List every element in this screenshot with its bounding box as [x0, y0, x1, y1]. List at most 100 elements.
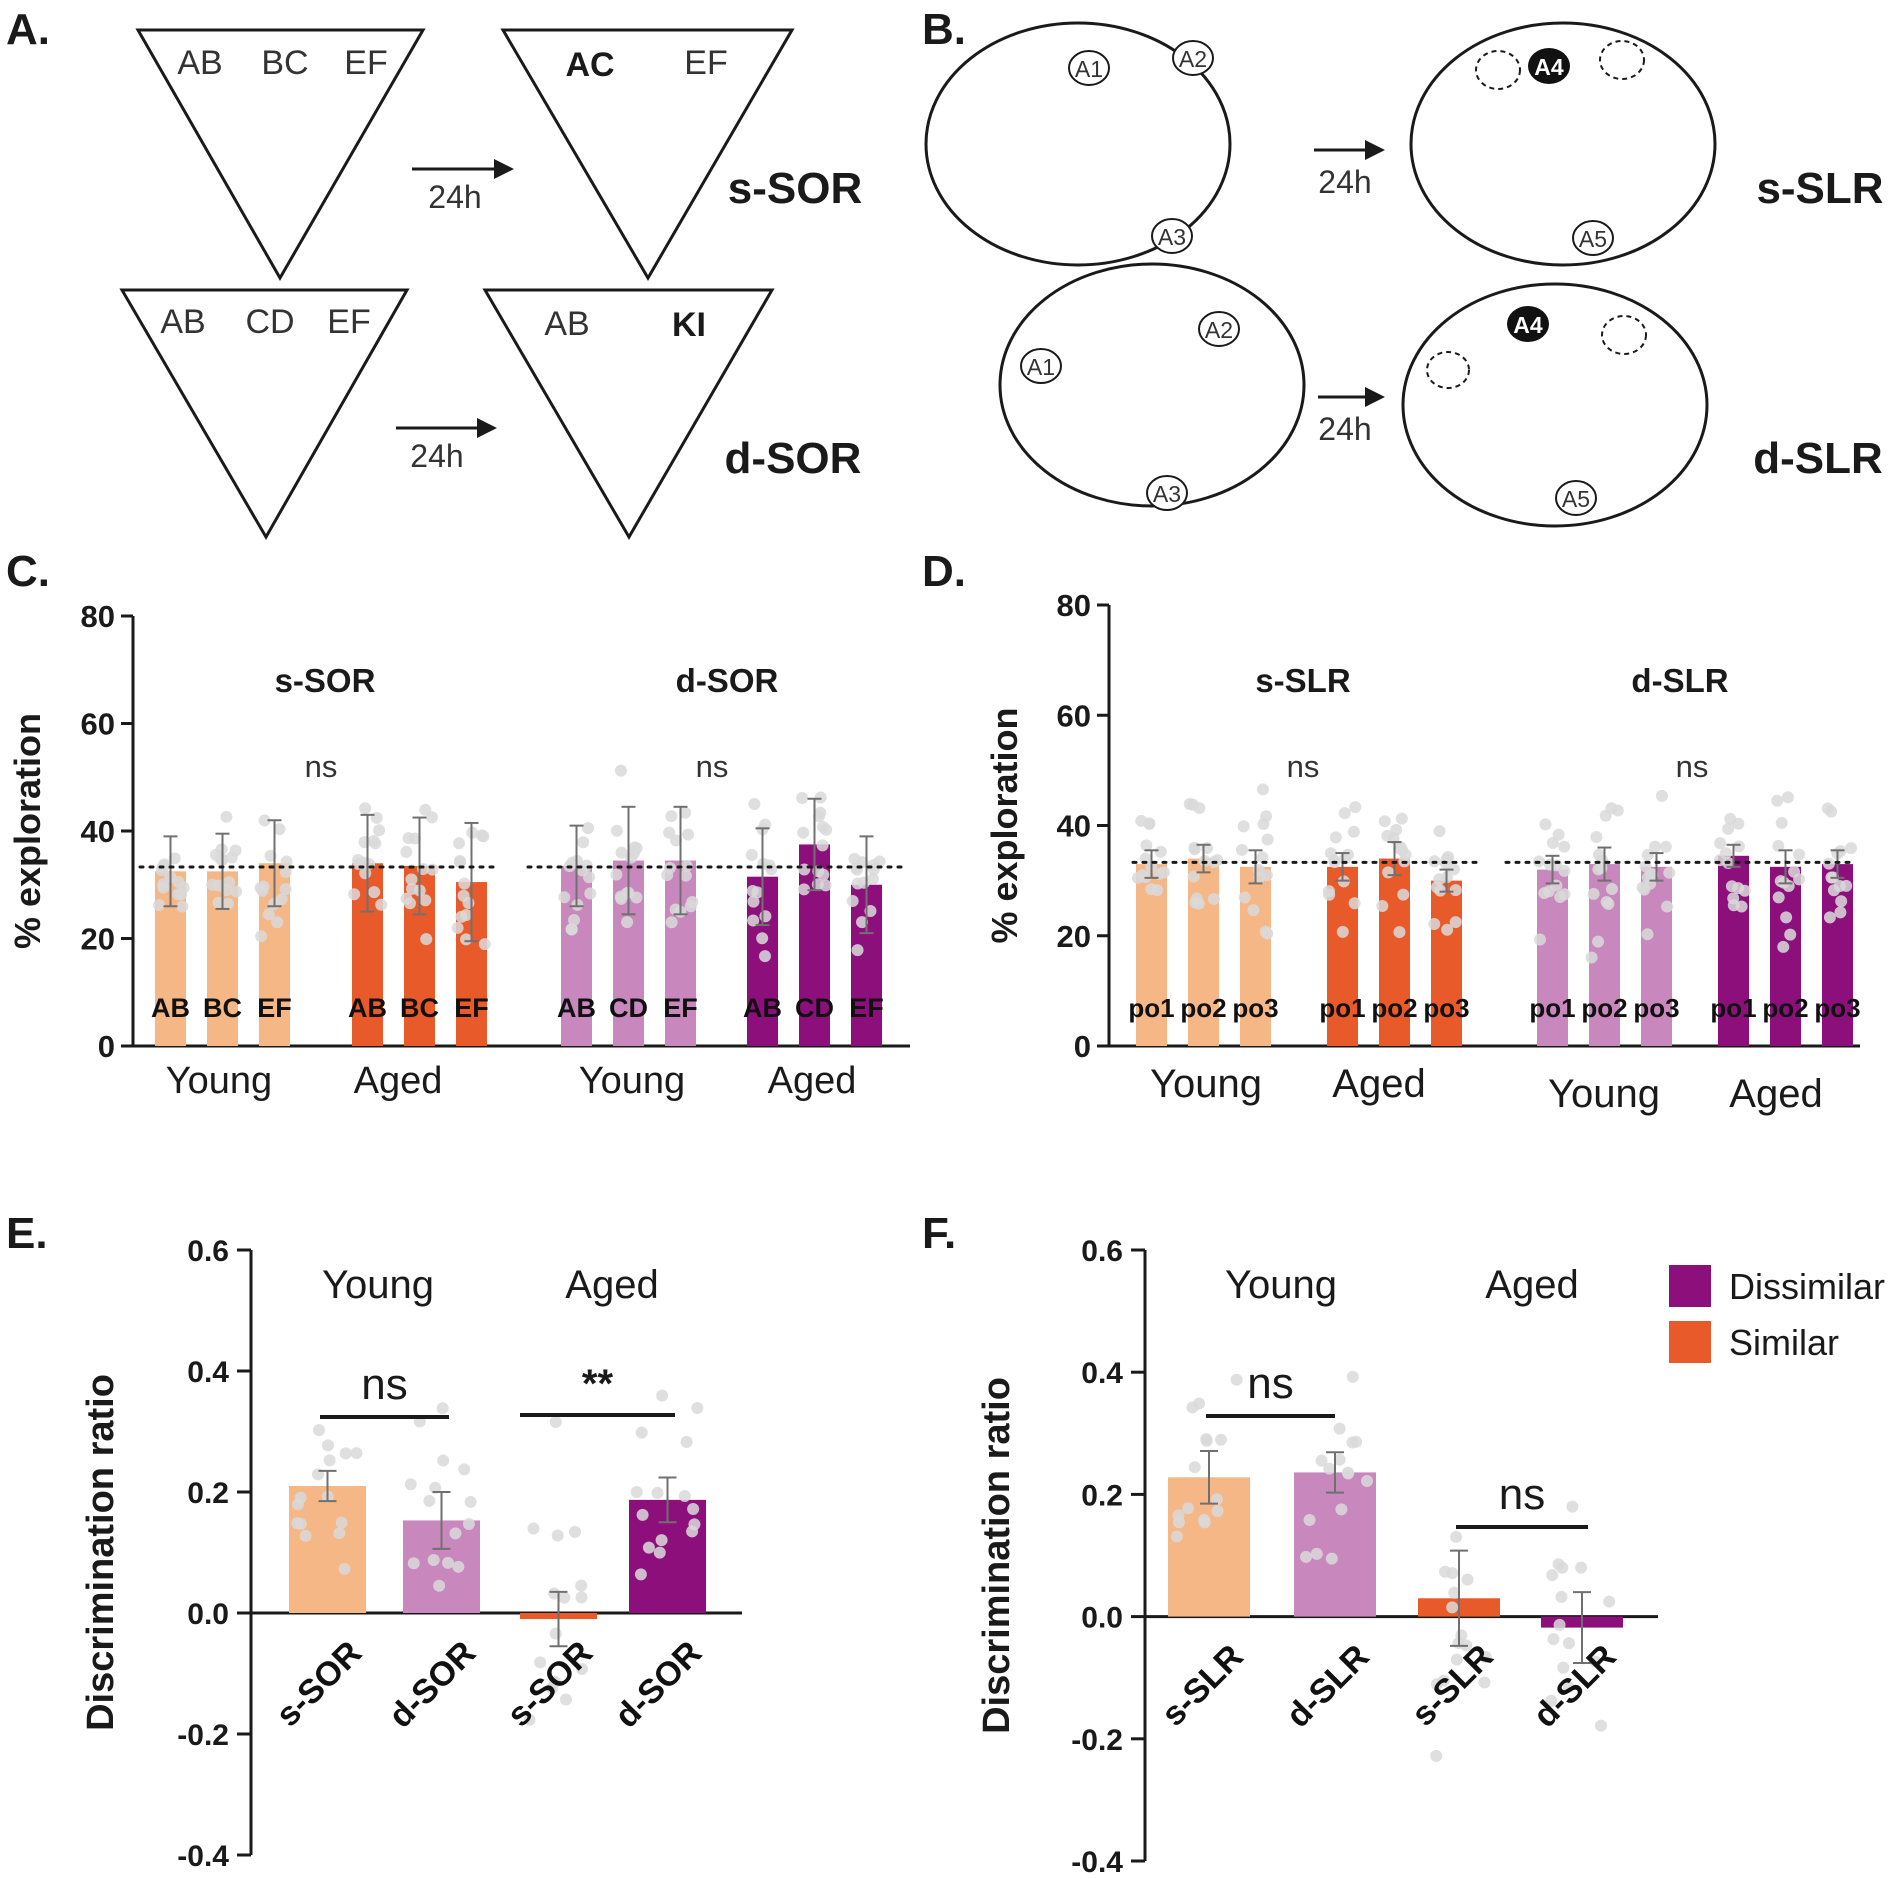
data-point: [1188, 843, 1201, 856]
object-marker: [1151, 218, 1193, 254]
data-point: [1256, 851, 1269, 864]
data-point: [655, 1534, 668, 1547]
data-point: [559, 1693, 572, 1706]
y-axis-label: % exploration: [7, 713, 48, 949]
chart-c-exploration-sor: 0 20 40 60 80 % exploration AB BC EF Young AB BC EF A…: [7, 599, 910, 1102]
group-title: Young: [1225, 1263, 1337, 1307]
circular-arena: [1401, 282, 1709, 528]
data-point: [558, 1591, 571, 1604]
data-point: [548, 1587, 561, 1600]
data-point: [549, 1415, 562, 1428]
data-point: [1575, 1561, 1588, 1574]
data-point: [642, 1541, 655, 1554]
data-point: [1840, 879, 1853, 892]
data-point: [407, 1557, 420, 1570]
data-point: [1261, 833, 1274, 846]
data-point: [280, 855, 293, 868]
bar-label: po3: [1633, 993, 1679, 1023]
object-marker: [1172, 40, 1214, 76]
data-point: [856, 916, 869, 929]
data-point: [1310, 1547, 1323, 1560]
data-point: [255, 930, 268, 943]
y-tick-label: -0.2: [1071, 1724, 1123, 1757]
data-point: [256, 884, 269, 897]
data-point: [846, 895, 859, 908]
data-point: [1247, 904, 1260, 917]
data-point: [678, 1489, 691, 1502]
data-point: [1336, 925, 1349, 938]
object-pair-label: AB: [160, 303, 205, 341]
data-point: [1661, 900, 1674, 913]
data-point: [866, 872, 879, 885]
panel-label-b: B.: [922, 5, 966, 54]
data-point: [1193, 802, 1206, 815]
data-point: [1592, 935, 1605, 948]
data-point: [651, 1486, 664, 1499]
data-point: [458, 1463, 471, 1476]
data-point: [1724, 812, 1737, 825]
data-point: [427, 1553, 440, 1566]
y-tick-label: 0.2: [1081, 1479, 1123, 1512]
data-point: [549, 1675, 562, 1688]
data-point: [172, 888, 185, 901]
data-point: [1659, 840, 1672, 853]
data-point: [1727, 892, 1740, 905]
data-point: [420, 933, 433, 946]
data-point: [1329, 831, 1342, 844]
data-point: [441, 1556, 454, 1569]
x-group-label: Aged: [354, 1060, 443, 1102]
bar-label: EF: [257, 993, 292, 1023]
object-marker-moved: [1528, 48, 1570, 84]
data-point: [1230, 1373, 1243, 1386]
data-point: [686, 1525, 699, 1538]
data-point: [670, 834, 683, 847]
data-point: [1566, 1500, 1579, 1513]
triangle-arena-test-top: [500, 28, 795, 281]
data-point: [1447, 863, 1460, 876]
data-point: [745, 848, 758, 861]
data-point: [423, 1494, 436, 1507]
y-tick-label: 0.2: [187, 1477, 229, 1510]
data-point: [299, 1529, 312, 1542]
data-point: [457, 889, 470, 902]
data-point: [1478, 1676, 1491, 1689]
data-point: [1172, 1509, 1185, 1522]
task-title: d-SOR: [676, 662, 779, 699]
data-point: [352, 854, 365, 867]
legend-label: Similar: [1729, 1322, 1839, 1363]
data-point: [679, 806, 692, 819]
arrow-head-icon: [477, 418, 497, 438]
data-point: [1430, 881, 1443, 894]
delay-label: 24h: [1318, 411, 1371, 447]
data-point: [1237, 820, 1250, 833]
bar-label: EF: [849, 993, 884, 1023]
data-point: [1300, 1550, 1313, 1563]
data-point: [1589, 1655, 1602, 1668]
data-point: [436, 1402, 449, 1415]
data-point: [679, 869, 692, 882]
task-label: d-SLR: [1753, 434, 1883, 483]
data-point: [294, 1491, 307, 1504]
y-axis-label: Discrimination ratio: [976, 1377, 1018, 1734]
data-point: [1644, 868, 1657, 881]
data-point: [1200, 1434, 1213, 1447]
y-tick-label: 80: [1057, 588, 1091, 623]
data-point: [817, 868, 830, 881]
arrow-head-icon: [1365, 140, 1385, 160]
data-point: [367, 834, 380, 847]
panel-label-f: F.: [922, 1209, 956, 1258]
data-point: [1719, 847, 1732, 860]
data-point: [867, 859, 880, 872]
data-point: [1378, 815, 1391, 828]
task-title: s-SLR: [1255, 662, 1351, 699]
bar: [1431, 880, 1462, 1046]
legend-swatch: [1669, 1265, 1711, 1307]
data-point: [691, 1402, 704, 1415]
arrow-head-icon: [1365, 387, 1385, 407]
data-point: [523, 1713, 536, 1726]
y-tick-label: 0.4: [187, 1356, 229, 1389]
legend-label: Dissimilar: [1729, 1266, 1885, 1307]
data-point: [452, 1560, 465, 1573]
